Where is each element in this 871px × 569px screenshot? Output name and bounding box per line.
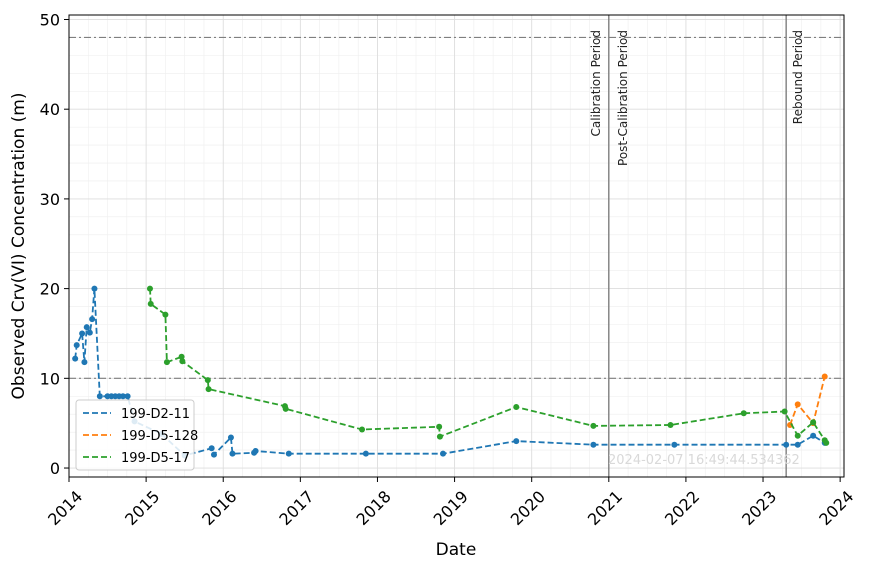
data-point-199-D5-17 xyxy=(436,433,443,440)
data-point-199-D2-11 xyxy=(252,447,259,454)
data-point-199-D2-11 xyxy=(73,342,80,349)
data-point-199-D2-11 xyxy=(210,451,217,458)
y-tick-label: 50 xyxy=(40,10,60,29)
legend-label-199-D5-128: 199-D5-128 xyxy=(121,429,198,444)
data-point-199-D2-11 xyxy=(590,441,597,448)
data-point-199-D2-11 xyxy=(79,330,86,337)
data-point-199-D2-11 xyxy=(83,324,90,331)
data-point-199-D5-17 xyxy=(147,300,154,307)
series-line-199-D2-11 xyxy=(74,288,826,457)
timestamp-watermark: 2024-02-07 16:49:44.534362 xyxy=(608,453,800,468)
period-label: Rebound Period xyxy=(791,30,805,124)
data-point-199-D2-11 xyxy=(119,393,126,400)
y-tick-label: 40 xyxy=(40,100,60,119)
legend-label-199-D5-17: 199-D5-17 xyxy=(121,451,190,466)
data-point-199-D2-11 xyxy=(671,441,678,448)
x-axis-label: Date xyxy=(436,540,477,560)
period-label: Calibration Period xyxy=(589,30,603,137)
data-point-199-D5-17 xyxy=(667,421,674,428)
y-tick-label: 30 xyxy=(40,190,60,209)
data-point-199-D2-11 xyxy=(86,329,93,336)
series-layer xyxy=(72,285,830,459)
data-point-199-D2-11 xyxy=(229,450,236,457)
data-point-199-D2-11 xyxy=(124,393,131,400)
data-point-199-D5-17 xyxy=(810,419,817,426)
reference-lines: Calibration Period Post-Calibration Perio… xyxy=(69,15,844,477)
data-point-199-D5-17 xyxy=(781,408,788,415)
data-point-199-D2-11 xyxy=(794,441,801,448)
major-grid xyxy=(68,15,844,477)
period-label: Post-Calibration Period xyxy=(616,30,630,166)
y-tick-label: 0 xyxy=(50,459,60,478)
data-point-199-D5-128 xyxy=(821,373,828,380)
y-axis-label: Observed Crv(VI) Concentration (m) xyxy=(9,93,29,400)
data-point-199-D5-128 xyxy=(794,401,801,408)
data-point-199-D5-17 xyxy=(359,426,366,433)
legend-frame xyxy=(75,399,195,471)
series-line-199-D5-17 xyxy=(149,288,828,444)
data-point-199-D5-17 xyxy=(282,405,289,412)
data-point-199-D5-17 xyxy=(204,377,211,384)
data-point-199-D5-17 xyxy=(740,410,747,417)
data-point-199-D5-17 xyxy=(205,386,212,393)
data-point-199-D2-11 xyxy=(96,393,103,400)
data-point-199-D2-11 xyxy=(227,434,234,441)
y-axis: 0 10 20 30 40 50 xyxy=(40,10,69,478)
data-point-199-D5-17 xyxy=(436,423,443,430)
data-point-199-D5-17 xyxy=(590,422,597,429)
data-point-199-D2-11 xyxy=(91,285,98,292)
data-point-199-D5-17 xyxy=(146,285,153,292)
data-point-199-D5-17 xyxy=(178,353,185,360)
data-point-199-D2-11 xyxy=(440,450,447,457)
data-point-199-D2-11 xyxy=(72,355,79,362)
data-point-199-D2-11 xyxy=(810,432,817,439)
data-point-199-D5-17 xyxy=(823,439,830,446)
data-point-199-D5-17 xyxy=(163,359,170,366)
legend-label-199-D2-11: 199-D2-11 xyxy=(121,407,190,422)
data-point-199-D2-11 xyxy=(208,445,215,452)
data-point-199-D2-11 xyxy=(89,316,96,323)
data-point-199-D2-11 xyxy=(81,359,88,366)
data-point-199-D2-11 xyxy=(783,441,790,448)
data-point-199-D5-17 xyxy=(513,404,520,411)
data-point-199-D5-17 xyxy=(794,432,801,439)
series-line-199-D5-128 xyxy=(789,376,826,426)
data-point-199-D5-17 xyxy=(162,311,169,318)
data-point-199-D2-11 xyxy=(362,450,369,457)
data-point-199-D2-11 xyxy=(513,438,520,445)
data-point-199-D5-17 xyxy=(179,358,186,365)
legend: 199-D2-11 199-D5-128 199-D5-17 xyxy=(75,399,198,471)
y-tick-label: 10 xyxy=(40,369,60,388)
y-tick-label: 20 xyxy=(40,280,60,299)
data-point-199-D2-11 xyxy=(285,450,292,457)
plot-frame xyxy=(68,14,845,478)
